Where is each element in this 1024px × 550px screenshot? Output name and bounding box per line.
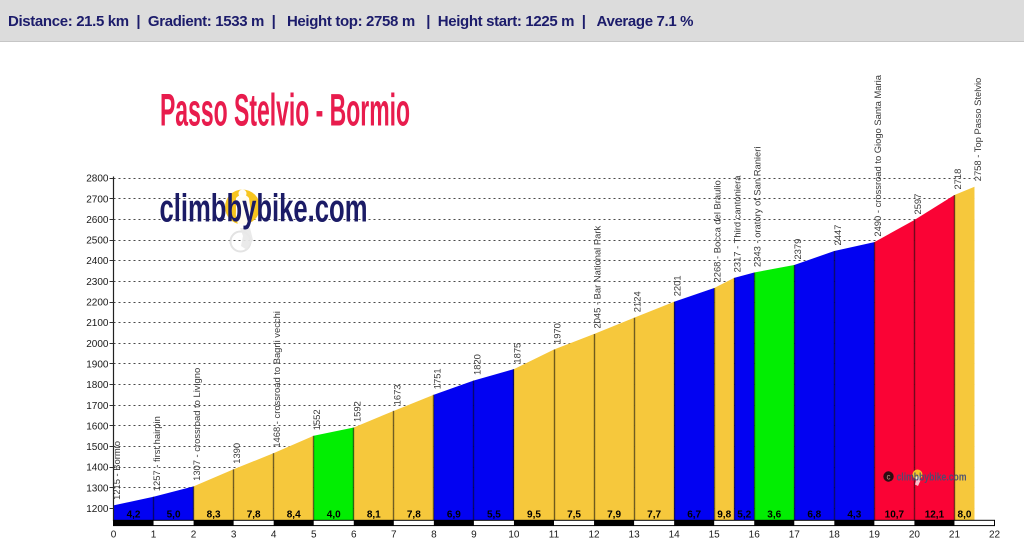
svg-text:19: 19 — [869, 530, 881, 541]
svg-text:22: 22 — [989, 530, 1001, 541]
svg-text:2379: 2379 — [792, 239, 803, 260]
svg-text:5,5: 5,5 — [487, 510, 501, 521]
svg-text:2268 - Bocca del Braulio: 2268 - Bocca del Braulio — [712, 180, 723, 282]
svg-text:7,5: 7,5 — [567, 510, 581, 521]
svg-text:18: 18 — [829, 530, 841, 541]
svg-text:1592: 1592 — [351, 401, 362, 422]
svg-text:c: c — [887, 473, 891, 482]
svg-text:1751: 1751 — [431, 368, 442, 389]
svg-text:10: 10 — [508, 530, 520, 541]
svg-text:1307 - crossroad to Livigno: 1307 - crossroad to Livigno — [191, 368, 202, 481]
svg-text:9,8: 9,8 — [717, 510, 731, 521]
svg-text:1820: 1820 — [471, 354, 482, 375]
svg-text:2200: 2200 — [86, 298, 109, 309]
svg-text:2758 - Top Passo Stelvio: 2758 - Top Passo Stelvio — [972, 78, 983, 182]
svg-text:4: 4 — [271, 530, 277, 541]
svg-text:4,3: 4,3 — [847, 510, 861, 521]
svg-text:2447: 2447 — [832, 225, 843, 246]
svg-text:2000: 2000 — [86, 339, 109, 350]
svg-text:2490 - crossroad to Giogo Sant: 2490 - crossroad to Giogo Santa Maria — [872, 74, 883, 236]
svg-text:4,2: 4,2 — [127, 510, 141, 521]
svg-text:8,1: 8,1 — [367, 510, 381, 521]
svg-text:12,1: 12,1 — [925, 510, 945, 521]
svg-text:14: 14 — [669, 530, 681, 541]
svg-text:climbbybike.com: climbbybike.com — [160, 188, 368, 231]
svg-text:2317 - Third cantoniera: 2317 - Third cantoniera — [732, 175, 743, 273]
svg-text:1: 1 — [151, 530, 157, 541]
svg-text:2718: 2718 — [952, 169, 963, 190]
svg-text:17: 17 — [789, 530, 801, 541]
svg-text:2800: 2800 — [86, 174, 109, 185]
svg-text:6,9: 6,9 — [447, 510, 461, 521]
svg-text:9: 9 — [471, 530, 477, 541]
svg-text:1300: 1300 — [86, 483, 109, 494]
svg-text:7,8: 7,8 — [407, 510, 421, 521]
svg-text:13: 13 — [629, 530, 641, 541]
svg-text:8,3: 8,3 — [207, 510, 221, 521]
svg-text:2124: 2124 — [632, 291, 643, 312]
svg-text:1673: 1673 — [391, 384, 402, 405]
svg-text:11: 11 — [549, 530, 560, 541]
svg-text:2700: 2700 — [86, 194, 109, 205]
svg-text:1970: 1970 — [552, 323, 563, 344]
svg-text:4,0: 4,0 — [327, 510, 341, 521]
svg-text:Passo Stelvio - Bormio: Passo Stelvio - Bormio — [160, 85, 410, 136]
svg-text:1200: 1200 — [86, 504, 109, 515]
svg-text:1468 - crossroad to Bagni vecc: 1468 - crossroad to Bagni vecchi — [271, 311, 282, 448]
svg-text:2: 2 — [191, 530, 197, 541]
svg-text:1400: 1400 — [86, 463, 109, 474]
svg-text:16: 16 — [749, 530, 761, 541]
svg-text:2201: 2201 — [672, 275, 683, 296]
svg-text:3,6: 3,6 — [767, 510, 781, 521]
svg-text:6: 6 — [351, 530, 357, 541]
svg-text:6,8: 6,8 — [807, 510, 821, 521]
svg-text:7: 7 — [391, 530, 397, 541]
svg-text:1875: 1875 — [511, 343, 522, 364]
svg-text:12: 12 — [588, 530, 600, 541]
svg-text:5: 5 — [311, 530, 317, 541]
svg-text:5,0: 5,0 — [167, 510, 181, 521]
svg-text:5,2: 5,2 — [737, 510, 751, 521]
svg-text:21: 21 — [949, 530, 961, 541]
svg-text:1552: 1552 — [311, 409, 322, 430]
svg-text:1600: 1600 — [86, 421, 109, 432]
svg-text:1900: 1900 — [86, 359, 109, 370]
svg-text:climbbybike.com: climbbybike.com — [897, 472, 967, 484]
svg-text:8: 8 — [431, 530, 437, 541]
svg-text:2597: 2597 — [912, 194, 923, 215]
svg-text:20: 20 — [909, 530, 921, 541]
svg-text:7,7: 7,7 — [647, 510, 661, 521]
svg-text:2600: 2600 — [86, 215, 109, 226]
svg-text:7,9: 7,9 — [607, 510, 621, 521]
svg-text:2045 - Bar National Park: 2045 - Bar National Park — [592, 226, 603, 329]
svg-text:2500: 2500 — [86, 236, 109, 247]
svg-text:1390: 1390 — [231, 443, 242, 464]
svg-text:1215 - Bormio: 1215 - Bormio — [111, 441, 122, 500]
svg-text:1257 - first hairpin: 1257 - first hairpin — [151, 416, 162, 491]
svg-text:2343 - oratory of San Ranieri: 2343 - oratory of San Ranieri — [752, 147, 763, 267]
svg-text:8,0: 8,0 — [958, 510, 972, 521]
svg-text:10,7: 10,7 — [885, 510, 905, 521]
svg-text:15: 15 — [709, 530, 721, 541]
svg-text:1800: 1800 — [86, 380, 109, 391]
svg-text:1500: 1500 — [86, 442, 109, 453]
svg-text:9,5: 9,5 — [527, 510, 541, 521]
svg-text:8,4: 8,4 — [287, 510, 301, 521]
svg-text:6,7: 6,7 — [687, 510, 701, 521]
svg-text:2300: 2300 — [86, 277, 109, 288]
svg-text:3: 3 — [231, 530, 237, 541]
svg-text:1700: 1700 — [86, 401, 109, 412]
svg-text:2100: 2100 — [86, 318, 109, 329]
svg-text:0: 0 — [111, 530, 117, 541]
svg-text:2400: 2400 — [86, 256, 109, 267]
svg-text:7,8: 7,8 — [247, 510, 261, 521]
